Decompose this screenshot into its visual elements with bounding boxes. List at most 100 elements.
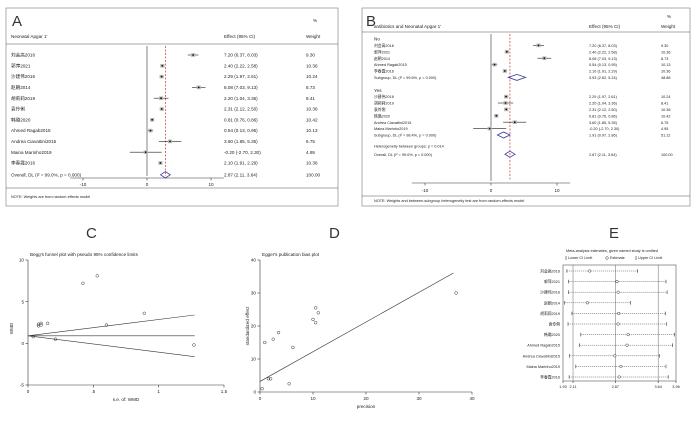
panel-a-frame <box>5 7 339 207</box>
study-ci-text: 8.08 (7.03, 9.13) <box>224 85 258 90</box>
y-tick-label: 20 <box>251 324 257 329</box>
study-label: Maina Marinho2019 <box>374 127 408 131</box>
legend-upper-ci: Upper CI Limit <box>638 256 663 260</box>
study-label: 郭萍2021 <box>544 279 560 284</box>
funnel-plot-c: Begg's funnel plot with pseudo 95% confi… <box>9 252 228 402</box>
legend-estimate-mark <box>605 256 609 260</box>
egger-point <box>454 291 458 295</box>
study-estimate <box>504 102 507 104</box>
funnel-point <box>104 323 109 327</box>
chart-title: Begg's funnel plot with pseudo 95% confi… <box>30 252 139 257</box>
weight-header: Weight <box>306 34 321 39</box>
study-label: 胡莉莉2019 <box>374 101 394 106</box>
subgroup-weight: 51.12 <box>661 134 671 138</box>
study-ci-text: 0.54 (0.13, 0.95) <box>589 63 618 67</box>
study-label: 韩璐2020 <box>544 332 560 337</box>
study-estimate <box>192 54 194 56</box>
study-weight: 8.41 <box>661 102 668 106</box>
study-weight: 8.41 <box>306 96 315 101</box>
x-tick-label: 2.87 <box>612 385 619 389</box>
study-ci-text: 2.29 (1.97, 2.61) <box>224 74 258 79</box>
y-tick-label: 5 <box>21 299 24 304</box>
forest-plot-b: antibiotics and Neonatal Apgar 1' Effect … <box>361 7 691 207</box>
legend-lower-ci: Lower CI Limit <box>568 256 593 260</box>
study-label: 李春霞2016 <box>374 69 394 74</box>
estimate-point <box>626 333 630 337</box>
x-tick-label: 2.11 <box>569 385 576 389</box>
egger-point <box>268 377 273 381</box>
study-ci-text: 2.20 (1.04, 3.36) <box>224 96 258 101</box>
study-label: 刘会高2016 <box>540 269 560 274</box>
study-ci-text: 0.54 (0.13, 0.95) <box>224 128 258 133</box>
study-weight: 10.42 <box>306 117 318 122</box>
study-label: Maina Marinho2019 <box>526 365 560 369</box>
panel-letter: A <box>12 13 22 30</box>
subgroup-weight: 48.88 <box>661 76 671 80</box>
y-tick-label: 40 <box>251 258 257 263</box>
study-label: 刘会高2016 <box>374 43 394 48</box>
study-label: Andrea Ciavattini2015 <box>374 121 411 125</box>
estimate-point <box>617 311 621 315</box>
study-weight: 4.95 <box>661 127 668 131</box>
overall-diamond <box>159 171 172 179</box>
study-label: 袁伶俐 <box>549 322 561 327</box>
x-tick-label: .5 <box>91 389 95 394</box>
egger-point <box>314 306 318 310</box>
study-weight: 10.36 <box>661 50 671 54</box>
y-tick-label: 10 <box>251 357 257 362</box>
study-label: 胡莉莉2019 <box>540 311 560 316</box>
x-tick-label: 0 <box>259 396 262 401</box>
egger-point <box>260 387 264 391</box>
study-ci-text: 2.40 (2.22, 2.58) <box>224 63 258 68</box>
effect-header: Effect (95% CI) <box>224 34 256 39</box>
y-tick-label: 30 <box>251 291 257 296</box>
panel-letter: C <box>86 225 97 242</box>
x-axis-label: precision <box>357 404 376 409</box>
egger-point <box>266 377 271 381</box>
study-label: 沙建伟2016 <box>11 73 35 80</box>
x-tick-label: 40 <box>469 396 475 401</box>
weight-header: Weight <box>661 24 676 29</box>
study-label: 沙建伟2016 <box>374 94 394 99</box>
study-weight: 4.95 <box>306 150 315 155</box>
weight-header: % <box>667 14 671 19</box>
study-weight: 10.36 <box>306 161 318 166</box>
egger-point <box>263 340 267 345</box>
study-ci-text: 8.08 (7.03, 9.13) <box>589 57 618 61</box>
study-estimate <box>493 63 496 66</box>
x-tick-label: 10 <box>554 188 560 193</box>
overall-ci-text: 2.87 (2.11, 3.64) <box>589 153 617 157</box>
study-estimate <box>160 75 163 78</box>
overall-label: Overall, DL (I² = 99.0%, p = 0.000) <box>374 153 433 157</box>
study-estimate <box>159 162 162 164</box>
subgroup-diamond <box>507 73 527 81</box>
study-weight: 10.36 <box>661 108 671 112</box>
study-ci-text: 2.10 (1.91, 2.29) <box>224 161 258 166</box>
study-ci-text: 2.40 (2.22, 2.58) <box>589 50 618 54</box>
estimate-point <box>588 269 592 273</box>
estimate-point <box>616 290 620 294</box>
y-axis-label: standardized effect <box>245 306 250 345</box>
effect-header: Effect (95% CI) <box>589 24 621 29</box>
study-estimate <box>537 44 540 47</box>
overall-weight: 100.00 <box>661 153 673 157</box>
study-ci-text: -0.20 (-2.70, 2.30) <box>224 150 261 155</box>
regression-line <box>259 272 454 382</box>
study-weight: 6.75 <box>661 121 668 125</box>
x-tick-label: 0 <box>27 389 30 394</box>
egger-plot-d: Egger's publication bias plot 00 10 10 20 20 3… <box>245 252 475 409</box>
study-ci-text: 7.20 (6.37, 8.03) <box>224 53 258 58</box>
estimate-point <box>616 322 620 326</box>
egger-point <box>314 321 318 325</box>
subgroup-label: Subgroup, DL (I² = 99.6%, p = 0.000) <box>374 76 437 80</box>
x-tick-label: 0 <box>490 188 493 193</box>
x-tick-label: 20 <box>363 396 369 401</box>
study-weight: 10.42 <box>661 114 671 118</box>
study-estimate <box>513 121 516 124</box>
x-tick-label: 0 <box>146 182 149 187</box>
funnel-point <box>45 321 50 325</box>
study-ci-text: 2.10 (1.91, 2.29) <box>589 70 618 74</box>
x-tick-label: 30 <box>416 396 422 401</box>
panel-letter: B <box>366 13 376 30</box>
column-header: Neonatal Apgar 1' <box>11 34 48 39</box>
